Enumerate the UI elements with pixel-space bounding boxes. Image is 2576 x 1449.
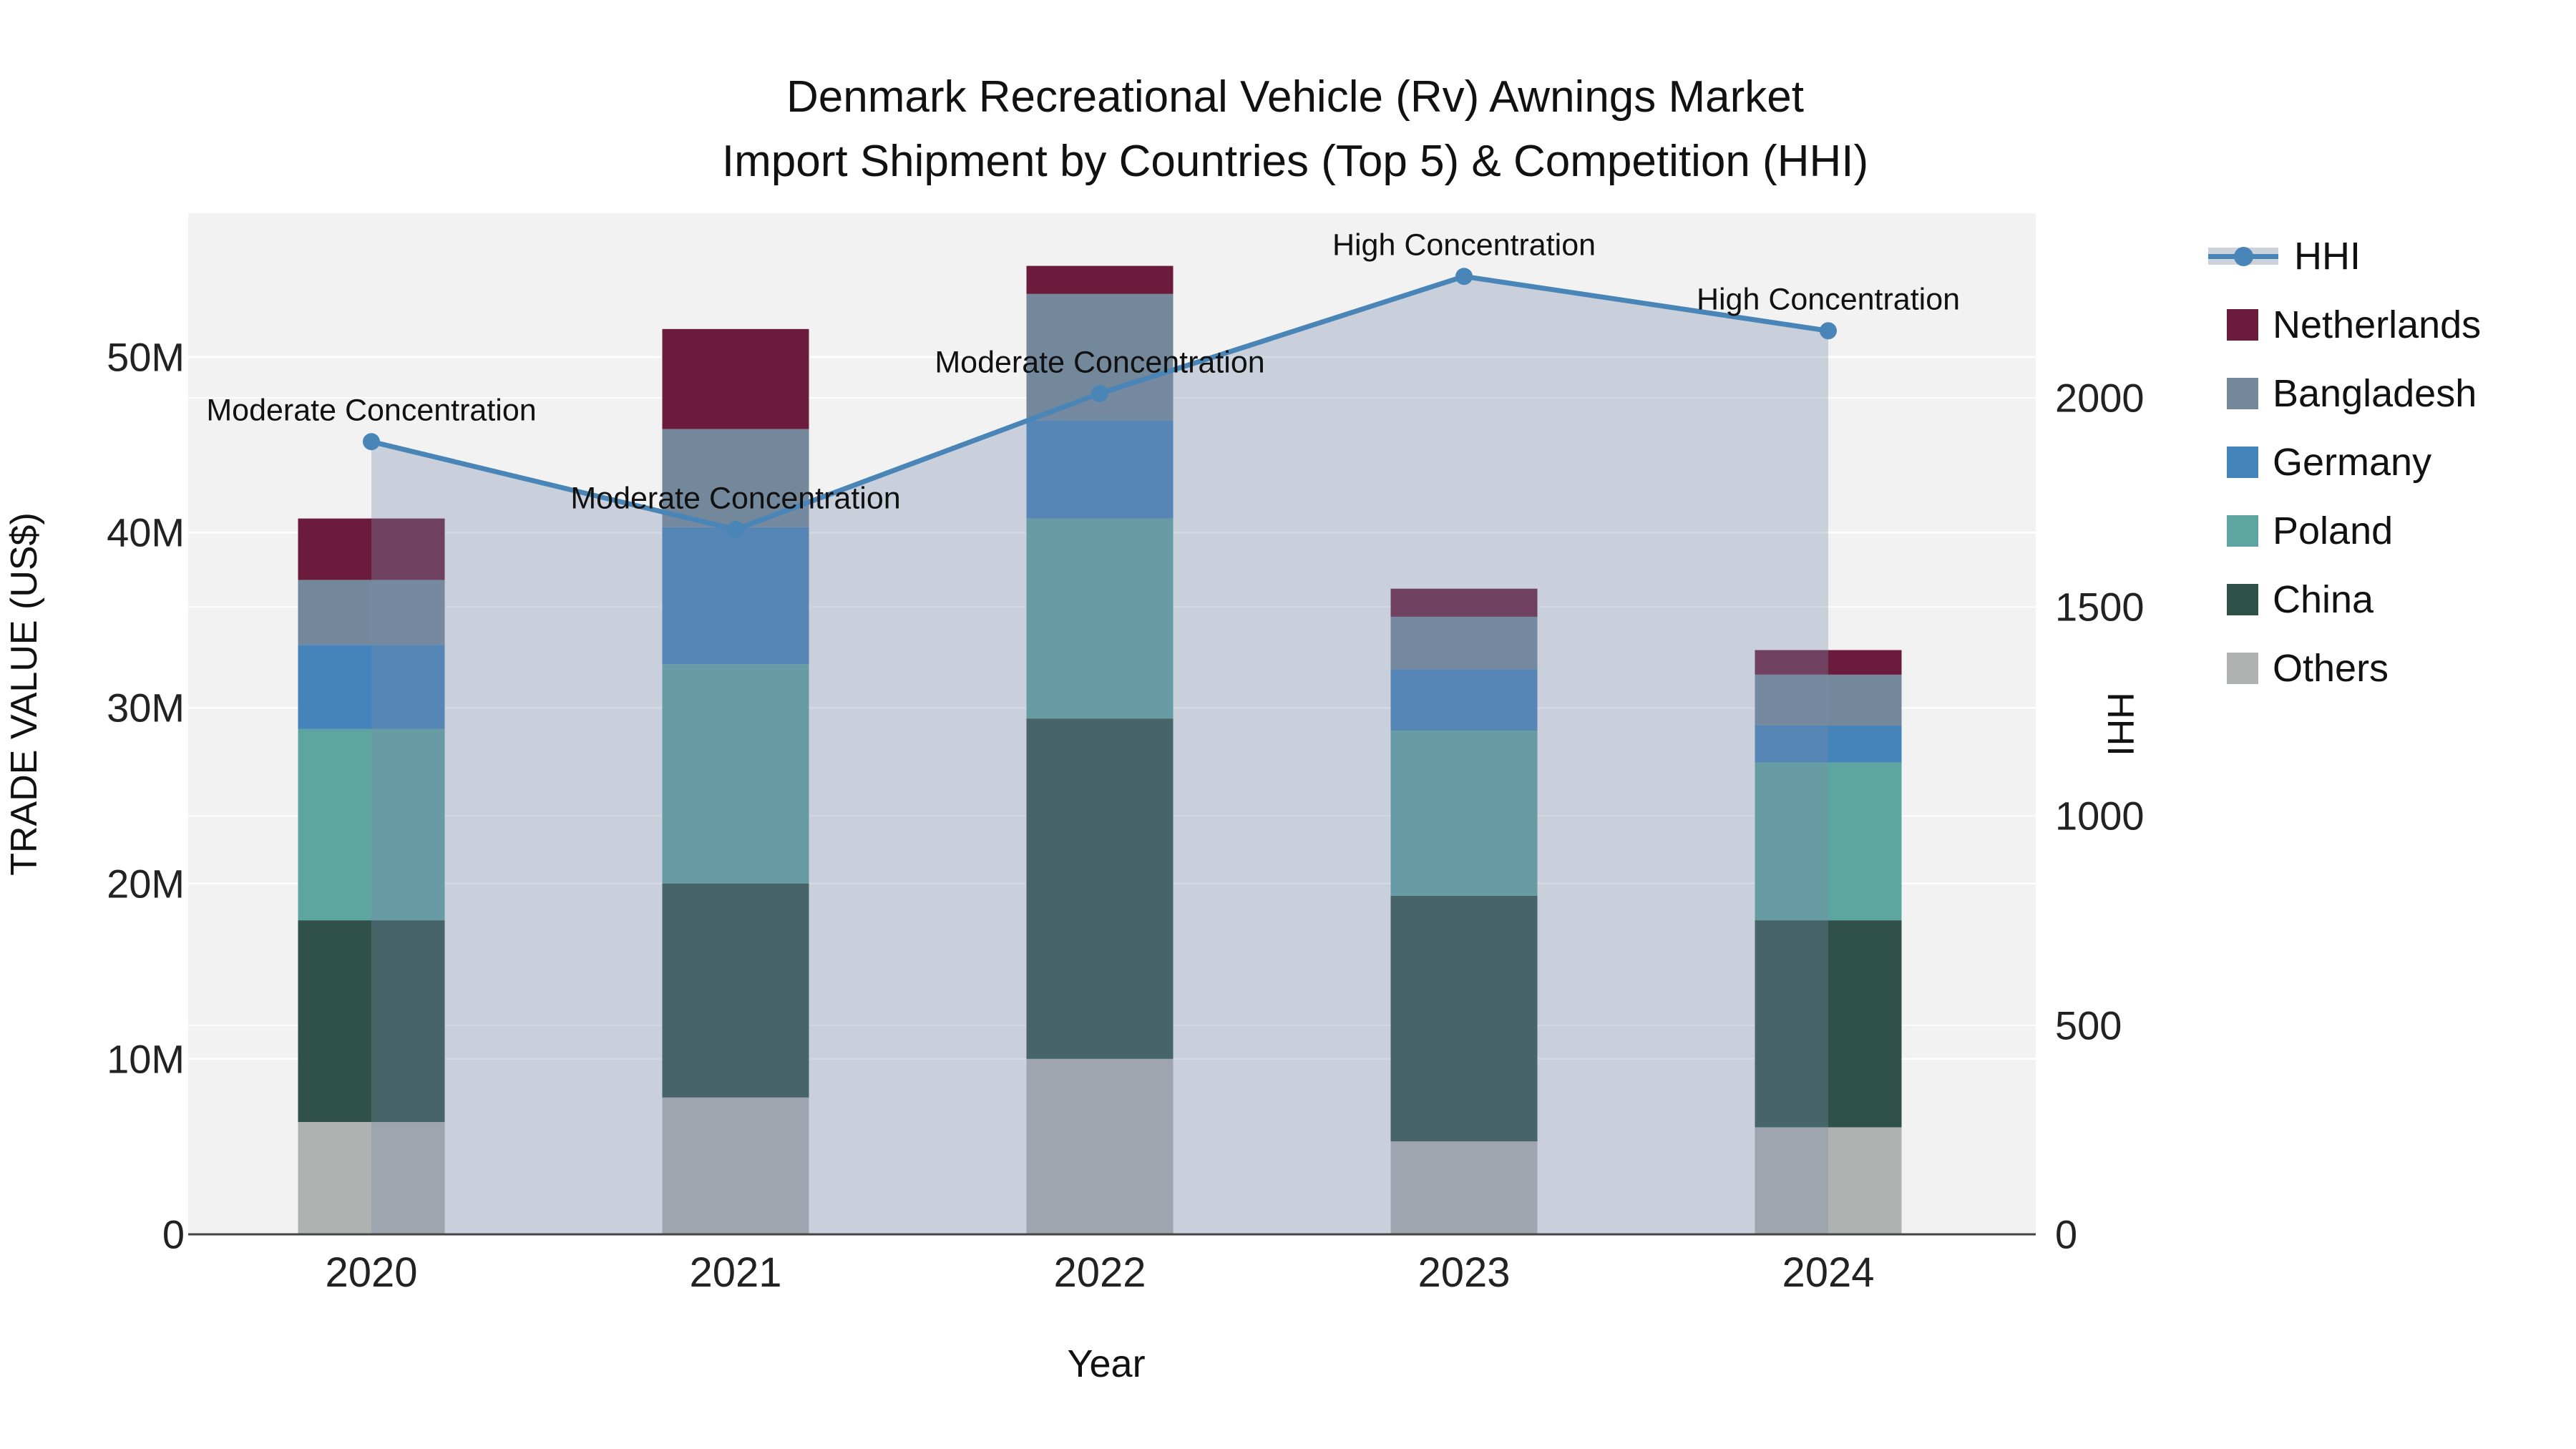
- legend-item-poland[interactable]: Poland: [2208, 508, 2393, 554]
- legend-swatch-others: [2227, 653, 2258, 684]
- bar-segment-2024-netherlands[interactable]: [1755, 650, 1902, 675]
- y-left-axis-title: TRADE VALUE (US$): [4, 512, 45, 876]
- legend-item-netherlands[interactable]: Netherlands: [2208, 302, 2481, 348]
- hhi-line-icon: [2208, 246, 2278, 266]
- bar-segment-2020-bangladesh[interactable]: [298, 580, 445, 645]
- legend-label-netherlands: Netherlands: [2273, 303, 2482, 346]
- legend-label-bangladesh: Bangladesh: [2273, 372, 2477, 415]
- bar-segment-2023-poland[interactable]: [1390, 731, 1538, 896]
- legend-swatch-china: [2227, 584, 2258, 615]
- hhi-marker-2022[interactable]: [1091, 384, 1108, 402]
- chart-title-line2: Import Shipment by Countries (Top 5) & C…: [721, 137, 1869, 186]
- y-right-tick-500: 500: [2055, 1002, 2122, 1048]
- bar-segment-2023-china[interactable]: [1390, 895, 1538, 1142]
- bar-segment-2021-poland[interactable]: [662, 664, 809, 884]
- bar-segment-2022-germany[interactable]: [1026, 420, 1174, 519]
- bar-segment-2020-poland[interactable]: [298, 728, 445, 921]
- legend-label-china: China: [2273, 578, 2374, 621]
- bar-segment-2021-netherlands[interactable]: [662, 328, 809, 429]
- y-right-tick-1500: 1500: [2055, 584, 2145, 630]
- legend-swatch-bangladesh: [2227, 378, 2258, 409]
- legend-label-germany: Germany: [2273, 441, 2432, 484]
- x-tick-2021: 2021: [689, 1249, 782, 1296]
- y-right-tick-2000: 2000: [2055, 375, 2145, 421]
- legend-label-poland: Poland: [2273, 509, 2394, 552]
- annotation-2020: Moderate Concentration: [206, 393, 537, 428]
- legend-item-germany[interactable]: Germany: [2208, 439, 2431, 485]
- bar-segment-2020-others[interactable]: [298, 1122, 445, 1234]
- x-tick-2020: 2020: [325, 1249, 418, 1296]
- bar-segment-2020-germany[interactable]: [298, 645, 445, 729]
- legend-swatch-netherlands: [2227, 309, 2258, 341]
- legend-swatch-poland: [2227, 515, 2258, 547]
- legend-item-hhi[interactable]: HHI: [2208, 233, 2361, 279]
- hhi-area-fill: [371, 276, 1828, 1235]
- bar-segment-2023-others[interactable]: [1390, 1141, 1538, 1234]
- hhi-marker-2021[interactable]: [727, 520, 744, 538]
- y-right-tick-0: 0: [2055, 1211, 2078, 1257]
- legend-item-china[interactable]: China: [2208, 577, 2373, 623]
- bar-segment-2023-netherlands[interactable]: [1390, 588, 1538, 617]
- bar-segment-2023-bangladesh[interactable]: [1390, 616, 1538, 670]
- hhi-marker-2020[interactable]: [363, 433, 380, 451]
- y-left-tick-50M: 50M: [107, 334, 185, 380]
- legend-item-bangladesh[interactable]: Bangladesh: [2208, 371, 2477, 416]
- x-tick-2023: 2023: [1418, 1249, 1511, 1296]
- y-left-tick-10M: 10M: [107, 1036, 185, 1082]
- bar-segment-2022-china[interactable]: [1026, 718, 1174, 1059]
- y-left-tick-20M: 20M: [107, 861, 185, 907]
- bar-segment-2023-germany[interactable]: [1390, 669, 1538, 731]
- bar-segment-2021-others[interactable]: [662, 1097, 809, 1234]
- hhi-marker-swatch: [2234, 247, 2253, 266]
- bar-segment-2022-others[interactable]: [1026, 1058, 1174, 1234]
- legend-item-others[interactable]: Others: [2208, 645, 2389, 691]
- y-left-tick-0: 0: [162, 1211, 185, 1257]
- hhi-marker-2024[interactable]: [1820, 322, 1837, 340]
- y-right-axis-title: HHI: [2099, 692, 2141, 756]
- bar-segment-2022-netherlands[interactable]: [1026, 265, 1174, 294]
- y-left-tick-30M: 30M: [107, 685, 185, 731]
- bar-segment-2020-china[interactable]: [298, 920, 445, 1123]
- bar-segment-2021-china[interactable]: [662, 883, 809, 1098]
- bar-segment-2021-germany[interactable]: [662, 527, 809, 665]
- legend-label-others: Others: [2273, 647, 2389, 690]
- bar-segment-2024-poland[interactable]: [1755, 762, 1902, 921]
- y-right-tick-1000: 1000: [2055, 793, 2145, 839]
- bar-segment-2024-bangladesh[interactable]: [1755, 674, 1902, 726]
- bar-segment-2024-china[interactable]: [1755, 920, 1902, 1128]
- bar-segment-2022-poland[interactable]: [1026, 518, 1174, 719]
- chart-title-line1: Denmark Recreational Vehicle (Rv) Awning…: [786, 72, 1805, 122]
- legend-swatch-germany: [2227, 447, 2258, 478]
- x-tick-2024: 2024: [1782, 1249, 1875, 1296]
- bar-segment-2024-others[interactable]: [1755, 1127, 1902, 1234]
- annotation-2021: Moderate Concentration: [570, 481, 901, 516]
- y-left-tick-40M: 40M: [107, 509, 185, 555]
- bar-segment-2020-netherlands[interactable]: [298, 518, 445, 580]
- hhi-marker-2023[interactable]: [1455, 268, 1473, 286]
- legend-label-hhi: HHI: [2294, 235, 2361, 278]
- annotation-2024: High Concentration: [1696, 282, 1961, 317]
- x-axis-title: Year: [1067, 1342, 1146, 1385]
- annotation-2022: Moderate Concentration: [935, 345, 1265, 380]
- bar-segment-2024-germany[interactable]: [1755, 725, 1902, 763]
- x-tick-2022: 2022: [1053, 1249, 1146, 1296]
- annotation-2023: High Concentration: [1332, 228, 1596, 263]
